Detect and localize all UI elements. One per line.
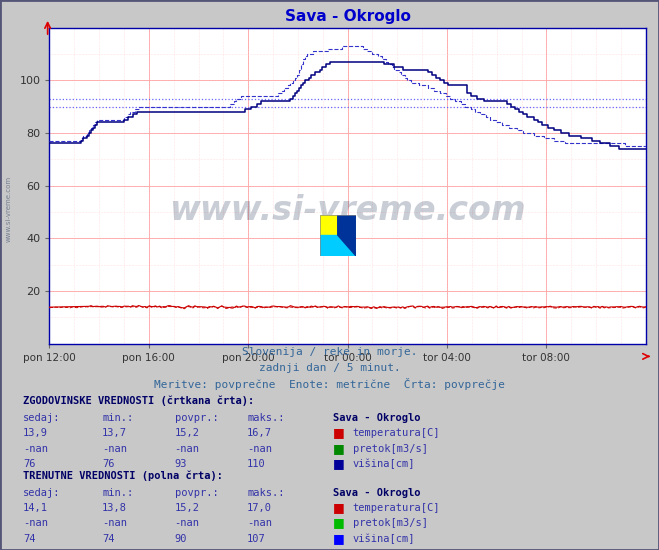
Text: 110: 110 <box>247 459 266 469</box>
Text: min.:: min.: <box>102 487 133 498</box>
Text: -nan: -nan <box>102 518 127 529</box>
Text: maks.:: maks.: <box>247 412 285 423</box>
Text: 107: 107 <box>247 534 266 544</box>
Text: www.si-vreme.com: www.si-vreme.com <box>5 176 12 242</box>
Text: višina[cm]: višina[cm] <box>353 459 415 469</box>
Text: 93: 93 <box>175 459 187 469</box>
Text: ■: ■ <box>333 442 345 454</box>
Text: maks.:: maks.: <box>247 487 285 498</box>
Text: povpr.:: povpr.: <box>175 487 218 498</box>
Text: -nan: -nan <box>247 443 272 454</box>
Text: 74: 74 <box>23 534 36 544</box>
Text: ■: ■ <box>333 426 345 439</box>
Polygon shape <box>338 214 356 256</box>
Text: višina[cm]: višina[cm] <box>353 534 415 544</box>
Polygon shape <box>320 235 338 256</box>
Text: pretok[m3/s]: pretok[m3/s] <box>353 518 428 529</box>
Text: zadnji dan / 5 minut.: zadnji dan / 5 minut. <box>258 363 401 373</box>
Text: temperatura[C]: temperatura[C] <box>353 503 440 513</box>
Text: 13,7: 13,7 <box>102 428 127 438</box>
Text: ■: ■ <box>333 532 345 544</box>
Text: TRENUTNE VREDNOSTI (polna črta):: TRENUTNE VREDNOSTI (polna črta): <box>23 471 223 481</box>
Text: min.:: min.: <box>102 412 133 423</box>
Text: Sava - Okroglo: Sava - Okroglo <box>333 487 420 498</box>
Text: 74: 74 <box>102 534 115 544</box>
Text: www.si-vreme.com: www.si-vreme.com <box>169 195 526 228</box>
Text: sedaj:: sedaj: <box>23 412 61 423</box>
Text: Meritve: povprečne  Enote: metrične  Črta: povprečje: Meritve: povprečne Enote: metrične Črta:… <box>154 378 505 390</box>
Title: Sava - Okroglo: Sava - Okroglo <box>285 9 411 24</box>
Text: ■: ■ <box>333 501 345 514</box>
Text: 14,1: 14,1 <box>23 503 48 513</box>
Polygon shape <box>338 235 356 256</box>
Text: -nan: -nan <box>175 518 200 529</box>
Text: ZGODOVINSKE VREDNOSTI (črtkana črta):: ZGODOVINSKE VREDNOSTI (črtkana črta): <box>23 396 254 406</box>
Text: 76: 76 <box>102 459 115 469</box>
Text: Sava - Okroglo: Sava - Okroglo <box>333 412 420 423</box>
Text: pretok[m3/s]: pretok[m3/s] <box>353 443 428 454</box>
Polygon shape <box>320 214 338 235</box>
Text: ■: ■ <box>333 457 345 470</box>
Text: 16,7: 16,7 <box>247 428 272 438</box>
Text: 17,0: 17,0 <box>247 503 272 513</box>
Text: 13,9: 13,9 <box>23 428 48 438</box>
Text: ■: ■ <box>333 516 345 529</box>
Text: 15,2: 15,2 <box>175 503 200 513</box>
Text: 13,8: 13,8 <box>102 503 127 513</box>
Text: sedaj:: sedaj: <box>23 487 61 498</box>
Text: Slovenija / reke in morje.: Slovenija / reke in morje. <box>242 346 417 357</box>
Text: 15,2: 15,2 <box>175 428 200 438</box>
Text: -nan: -nan <box>247 518 272 529</box>
Text: -nan: -nan <box>175 443 200 454</box>
Text: temperatura[C]: temperatura[C] <box>353 428 440 438</box>
Text: povpr.:: povpr.: <box>175 412 218 423</box>
Text: -nan: -nan <box>23 518 48 529</box>
Text: -nan: -nan <box>23 443 48 454</box>
Text: 76: 76 <box>23 459 36 469</box>
Text: 90: 90 <box>175 534 187 544</box>
Text: -nan: -nan <box>102 443 127 454</box>
Polygon shape <box>320 214 338 235</box>
